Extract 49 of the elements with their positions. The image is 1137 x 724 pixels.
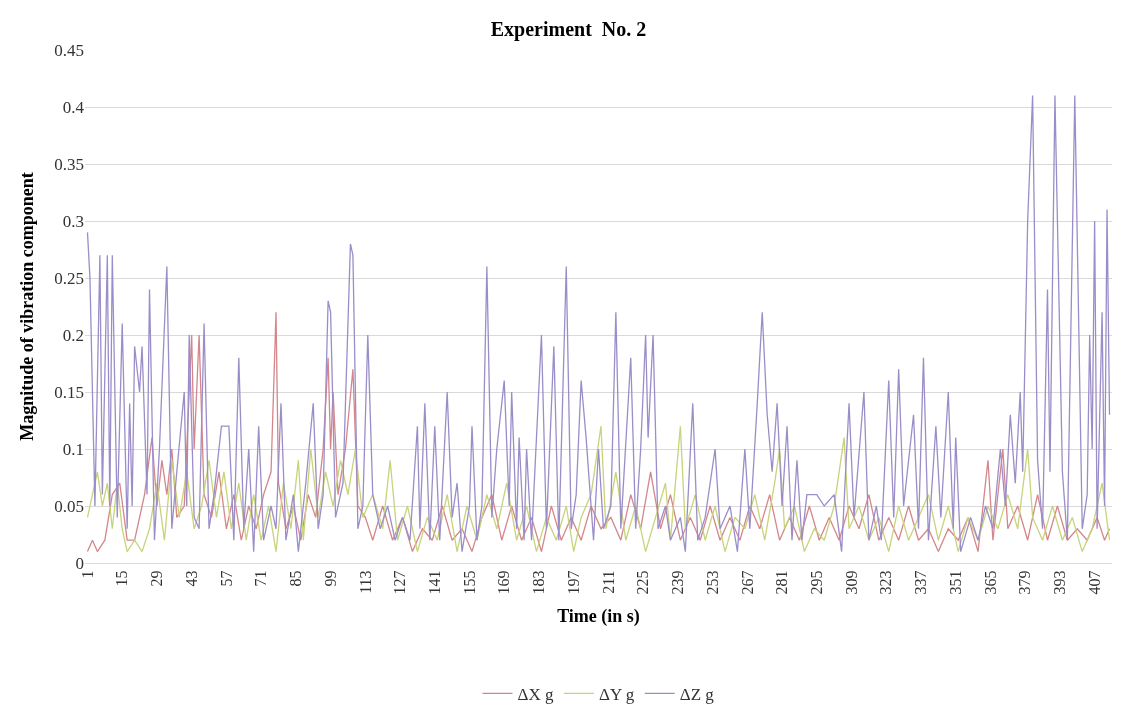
x-tick-label: 267: [738, 570, 756, 595]
x-tick-label: 281: [773, 570, 791, 595]
x-tick-label: 393: [1051, 570, 1069, 595]
legend-label: ΔZ g: [679, 685, 715, 705]
y-tick-label: 0.35: [54, 154, 84, 174]
x-tick-label: 113: [356, 570, 374, 594]
line-series: [86, 94, 1111, 553]
x-tick-label: 295: [808, 570, 825, 595]
x-tick-label: 71: [252, 570, 270, 587]
x-tick-label: 15: [113, 570, 131, 587]
x-tick-label: 155: [460, 570, 478, 595]
y-tick-label: 0: [75, 553, 84, 573]
x-tick-label: 99: [321, 570, 339, 587]
y-tick-label: 0.15: [54, 382, 84, 402]
x-tick-label: 379: [1016, 570, 1034, 595]
x-tick-label: 183: [530, 570, 548, 595]
x-tick-label: 407: [1085, 570, 1103, 595]
y-tick-label: 0.4: [62, 97, 85, 117]
x-tick-label: 351: [946, 570, 964, 595]
x-tick-label: 29: [148, 570, 166, 587]
legend-label: ΔY g: [598, 685, 635, 705]
x-tick-label: 43: [182, 570, 200, 587]
x-tick-label: 309: [842, 570, 860, 595]
x-tick-label: 239: [669, 570, 687, 595]
x-tick-label: 169: [495, 570, 513, 595]
x-tick-label: 253: [703, 570, 721, 595]
x-tick-label: 141: [425, 570, 443, 595]
x-tick-label: 211: [599, 570, 617, 594]
y-tick-label: 0.3: [62, 211, 84, 231]
x-tick-label: 57: [217, 570, 235, 587]
x-tick-label: 1: [78, 570, 96, 579]
x-tick-label: 85: [287, 570, 305, 587]
x-tick-label: 225: [634, 570, 652, 595]
x-tick-label: 197: [564, 570, 582, 595]
x-tick-label: 127: [391, 570, 409, 595]
legend-label: ΔX g: [517, 685, 554, 705]
y-tick-label: 0.25: [54, 268, 84, 288]
y-axis-title: Magnitude of vibration component: [17, 172, 38, 441]
x-tick-label: 365: [981, 570, 999, 595]
y-tick-label: 0.1: [62, 439, 84, 459]
y-tick-label: 0.45: [54, 40, 84, 60]
chart-title: Experiment No. 2: [490, 17, 647, 41]
x-axis-title: Time (in s): [557, 605, 640, 627]
x-tick-label: 337: [912, 570, 930, 595]
y-tick-label: 0.05: [54, 496, 84, 516]
line-series: [86, 425, 1111, 553]
x-tick-label: 323: [877, 570, 895, 595]
y-tick-label: 0.2: [62, 325, 84, 345]
line-series: [86, 311, 1111, 553]
